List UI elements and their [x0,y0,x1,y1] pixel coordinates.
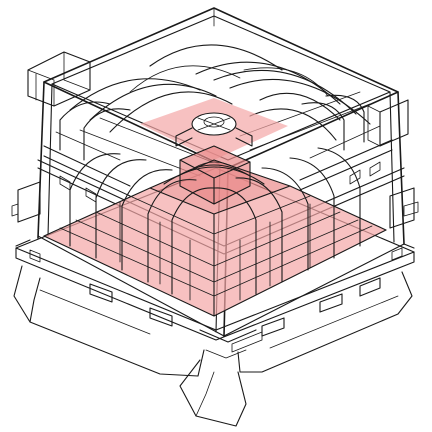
highlight-right-face [214,186,386,316]
roof-arches [69,44,371,177]
arched-ribs [59,94,365,295]
front-corner-detail [15,239,415,359]
highlight-front-face [150,160,290,214]
